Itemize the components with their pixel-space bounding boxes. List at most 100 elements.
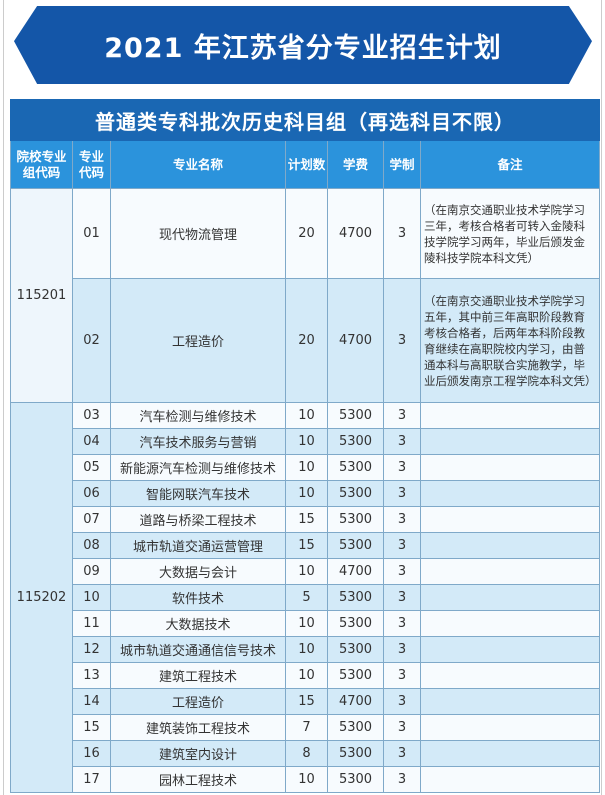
cell-years: 3 — [383, 506, 421, 533]
table-row: 12 城市轨道交通通信信号技术 10 5300 3 — [11, 636, 600, 663]
table-title: 普通类专科批次历史科目组（再选科目不限） — [10, 99, 600, 141]
cell-years: 3 — [383, 428, 421, 455]
cell-plan: 10 — [285, 428, 328, 455]
cell-name: 工程造价 — [110, 688, 286, 715]
column-header: 专业名称 — [110, 140, 286, 189]
cell-name: 建筑室内设计 — [110, 740, 286, 767]
column-header: 院校专业组代码 — [10, 140, 73, 189]
cell-years: 3 — [383, 584, 421, 611]
group-code: 115201 — [10, 188, 73, 403]
banner-title: 2021 年江苏省分专业招生计划 — [14, 6, 592, 84]
table-row: 02 工程造价 20 4700 3 （在南京交通职业技术学院学习五年，其中前三年高职阶段教… — [11, 278, 600, 403]
cell-code: 01 — [72, 188, 111, 279]
cell-code: 09 — [72, 558, 111, 585]
cell-note — [420, 454, 600, 481]
cell-years: 3 — [383, 662, 421, 689]
cell-fee: 5300 — [327, 714, 384, 741]
column-header: 学制 — [383, 140, 421, 189]
table-row: 05 新能源汽车检测与维修技术 10 5300 3 — [11, 454, 600, 481]
cell-fee: 4700 — [327, 688, 384, 715]
cell-name: 现代物流管理 — [110, 188, 286, 279]
cell-fee: 4700 — [327, 278, 384, 403]
column-header: 学费 — [327, 140, 384, 189]
cell-code: 14 — [72, 688, 111, 715]
cell-plan: 8 — [285, 740, 328, 767]
cell-fee: 5300 — [327, 662, 384, 689]
table-row: 04 汽车技术服务与营销 10 5300 3 — [11, 428, 600, 455]
cell-years: 3 — [383, 188, 421, 279]
cell-name: 新能源汽车检测与维修技术 — [110, 454, 286, 481]
cell-plan: 10 — [285, 636, 328, 663]
table-row: 07 道路与桥梁工程技术 15 5300 3 — [11, 506, 600, 533]
table-row: 11 大数据技术 10 5300 3 — [11, 610, 600, 637]
cell-plan: 20 — [285, 188, 328, 279]
cell-plan: 10 — [285, 558, 328, 585]
cell-fee: 5300 — [327, 636, 384, 663]
cell-code: 13 — [72, 662, 111, 689]
cell-name: 工程造价 — [110, 278, 286, 403]
cell-years: 3 — [383, 558, 421, 585]
cell-years: 3 — [383, 688, 421, 715]
cell-plan: 15 — [285, 688, 328, 715]
cell-name: 智能网联汽车技术 — [110, 480, 286, 507]
cell-years: 3 — [383, 740, 421, 767]
cell-code: 08 — [72, 532, 111, 559]
table-row: 08 城市轨道交通运营管理 15 5300 3 — [11, 532, 600, 559]
cell-name: 建筑装饰工程技术 — [110, 714, 286, 741]
cell-fee: 4700 — [327, 188, 384, 279]
cell-code: 06 — [72, 480, 111, 507]
cell-years: 3 — [383, 278, 421, 403]
cell-years: 3 — [383, 454, 421, 481]
cell-name: 大数据技术 — [110, 610, 286, 637]
column-header: 专业代码 — [72, 140, 111, 189]
cell-note: （在南京交通职业技术学院学习三年，考核合格者可转入金陵科技学院学习两年，毕业后颁… — [420, 188, 600, 279]
cell-code: 02 — [72, 278, 111, 403]
column-header: 计划数 — [285, 140, 328, 189]
cell-fee: 5300 — [327, 402, 384, 429]
cell-fee: 5300 — [327, 454, 384, 481]
column-header: 备注 — [420, 140, 600, 189]
cell-plan: 15 — [285, 532, 328, 559]
cell-note — [420, 558, 600, 585]
cell-fee: 5300 — [327, 766, 384, 793]
cell-name: 软件技术 — [110, 584, 286, 611]
cell-note: （在南京交通职业技术学院学习五年，其中前三年高职阶段教育考核合格者，后两年本科阶… — [420, 278, 600, 403]
cell-code: 05 — [72, 454, 111, 481]
cell-note — [420, 636, 600, 663]
cell-fee: 5300 — [327, 584, 384, 611]
table-row: 09 大数据与会计 10 4700 3 — [11, 558, 600, 585]
cell-note — [420, 610, 600, 637]
cell-name: 城市轨道交通运营管理 — [110, 532, 286, 559]
cell-plan: 7 — [285, 714, 328, 741]
table-row: 15 建筑装饰工程技术 7 5300 3 — [11, 714, 600, 741]
table-row: 14 工程造价 15 4700 3 — [11, 688, 600, 715]
cell-years: 3 — [383, 532, 421, 559]
cell-years: 3 — [383, 402, 421, 429]
cell-fee: 5300 — [327, 610, 384, 637]
page-frame — [3, 0, 602, 795]
cell-years: 3 — [383, 480, 421, 507]
cell-plan: 15 — [285, 506, 328, 533]
cell-fee: 5300 — [327, 532, 384, 559]
group-code: 115202 — [10, 402, 73, 793]
cell-code: 11 — [72, 610, 111, 637]
cell-name: 汽车检测与维修技术 — [110, 402, 286, 429]
cell-code: 07 — [72, 506, 111, 533]
cell-note — [420, 480, 600, 507]
table-row: 17 园林工程技术 10 5300 3 — [11, 766, 600, 793]
cell-years: 3 — [383, 766, 421, 793]
cell-name: 城市轨道交通通信信号技术 — [110, 636, 286, 663]
cell-fee: 4700 — [327, 558, 384, 585]
cell-note — [420, 662, 600, 689]
cell-code: 17 — [72, 766, 111, 793]
cell-note — [420, 740, 600, 767]
cell-note — [420, 506, 600, 533]
enrollment-table: 普通类专科批次历史科目组（再选科目不限） 院校专业组代码 专业代码 专业名称 计划数学… — [10, 99, 600, 793]
cell-plan: 10 — [285, 480, 328, 507]
table-row: 06 智能网联汽车技术 10 5300 3 — [11, 480, 600, 507]
cell-plan: 20 — [285, 278, 328, 403]
cell-plan: 10 — [285, 662, 328, 689]
cell-fee: 5300 — [327, 740, 384, 767]
cell-fee: 5300 — [327, 480, 384, 507]
cell-code: 15 — [72, 714, 111, 741]
